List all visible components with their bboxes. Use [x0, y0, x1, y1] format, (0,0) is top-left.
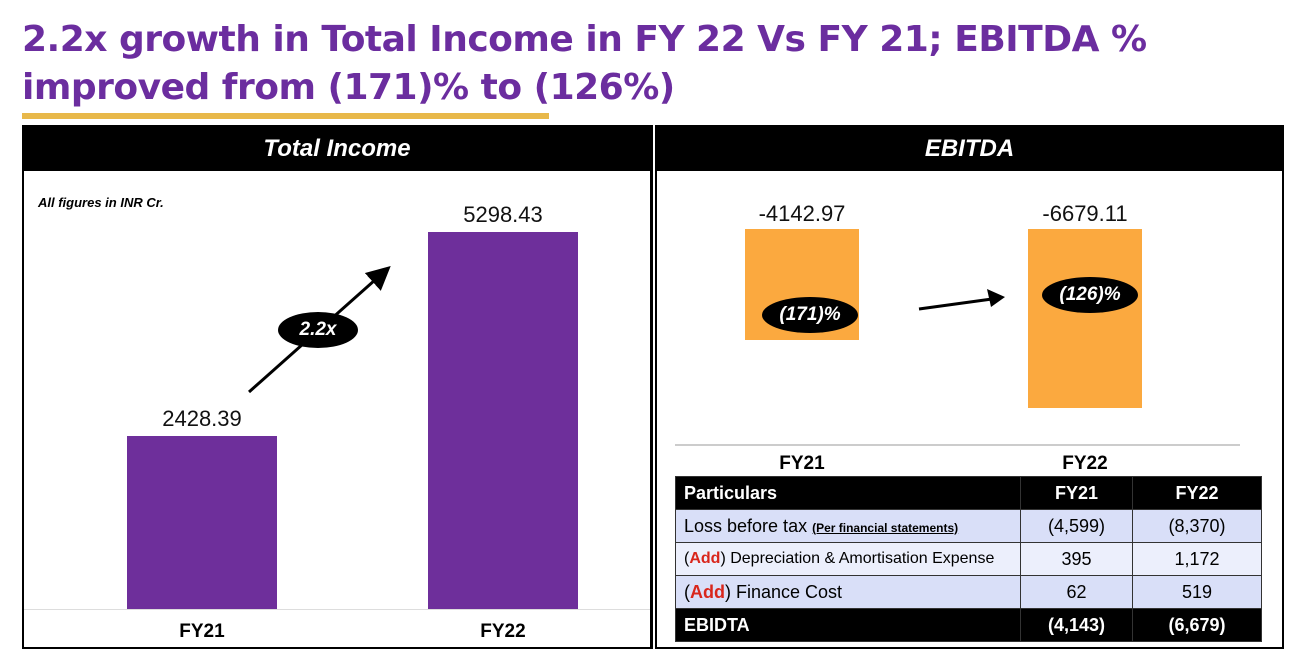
col-fy22: FY22: [1132, 476, 1262, 510]
ebitda-panel: EBITDA -4142.97 (171)% FY21 -6679.11 (126)% F…: [655, 125, 1284, 649]
paren: (: [684, 550, 690, 567]
fy21-value: 395: [1020, 542, 1133, 576]
col-particulars: Particulars: [675, 476, 1021, 510]
total-income-panel: Total Income All figures in INR Cr. 2428…: [22, 125, 652, 649]
income-value-label: 5298.43: [463, 202, 543, 227]
total-fy22: (6,679): [1132, 608, 1262, 642]
paren: ): [725, 581, 731, 602]
ebitda-value-label: -4142.97: [758, 201, 846, 226]
ebitda-category-label: FY22: [1062, 453, 1108, 474]
income-category-label: FY21: [179, 621, 225, 642]
fy21-value: 62: [1020, 575, 1133, 609]
income-category-label: FY22: [480, 621, 526, 642]
ebitda-bar-fy22: [1028, 229, 1142, 408]
ebitda-category-label: FY21: [779, 453, 825, 474]
paren: ): [720, 550, 726, 567]
row-label: (Add) Depreciation & Amortisation Expens…: [675, 542, 1021, 576]
units-note: All figures in INR Cr.: [38, 195, 164, 210]
paren: (: [684, 581, 690, 602]
ebitda-value-label: -6679.11: [1042, 201, 1128, 226]
table-header-row: Particulars FY21 FY22: [675, 476, 1262, 510]
label-text: Depreciation & Amortisation Expense: [725, 550, 995, 567]
baseline: [24, 609, 650, 610]
add-tag: Add: [690, 581, 725, 602]
income-value-label: 2428.39: [162, 406, 242, 432]
ebitda-header: EBITDA: [657, 127, 1282, 171]
add-tag: Add: [689, 550, 721, 567]
ebitda-percent-badge: (126)%: [1042, 277, 1138, 313]
table-row: (Add) Depreciation & Amortisation Expens…: [675, 542, 1262, 576]
fy22-value: 1,172: [1132, 542, 1262, 576]
growth-badge: 2.2x: [278, 312, 358, 348]
fy22-value: (8,370): [1132, 509, 1262, 543]
total-income-header: Total Income: [24, 127, 650, 171]
row-label: Loss before tax (Per financial statement…: [675, 509, 1021, 543]
slide-title: 2.2x growth in Total Income in FY 22 Vs …: [22, 19, 1147, 108]
income-bar-fy22: [428, 232, 578, 609]
table-total-row: EBIDTA (4,143) (6,679): [675, 608, 1262, 642]
label-text: Finance Cost: [731, 581, 843, 602]
col-fy21: FY21: [1020, 476, 1133, 510]
fy21-value: (4,599): [1020, 509, 1133, 543]
ebitda-percent-badge: (171)%: [762, 297, 858, 333]
table-row: (Add) Finance Cost 62 519: [675, 575, 1262, 609]
fy22-value: 519: [1132, 575, 1262, 609]
label-text: Loss before tax: [684, 515, 808, 536]
total-label: EBIDTA: [675, 608, 1021, 642]
source-note: (Per financial statements): [812, 520, 959, 535]
panel-divider: [652, 125, 655, 649]
ebitda-arrow-icon: [918, 289, 1005, 311]
row-label: (Add) Finance Cost: [675, 575, 1021, 609]
ebitda-axis: [675, 444, 1240, 446]
table-row: Loss before tax (Per financial statement…: [675, 509, 1262, 543]
income-bar-fy21: [127, 436, 277, 609]
total-fy21: (4,143): [1020, 608, 1133, 642]
title-underline: [22, 113, 549, 119]
ebitda-table: Particulars FY21 FY22 Loss before tax (P…: [675, 476, 1262, 642]
